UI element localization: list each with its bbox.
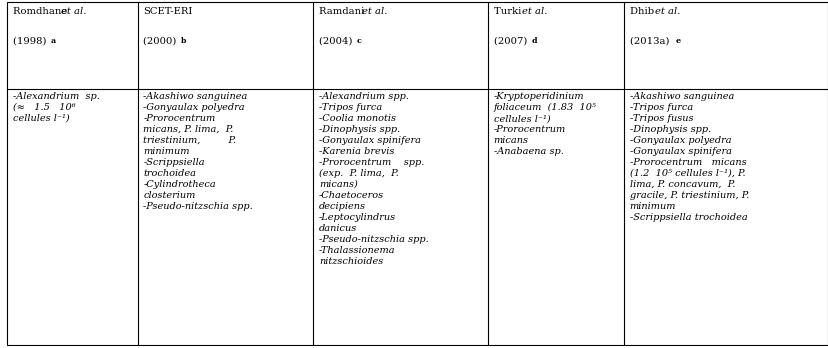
- Text: Turki: Turki: [493, 7, 523, 16]
- Text: e: e: [675, 37, 680, 45]
- Text: et al.: et al.: [521, 7, 546, 16]
- Text: SCET-ERI: SCET-ERI: [143, 7, 193, 16]
- Text: b: b: [181, 37, 186, 45]
- Text: et al.: et al.: [61, 7, 86, 16]
- Text: c: c: [356, 37, 361, 45]
- Text: -Alexandrium  sp.
(≈   1.5   10⁶
cellules l⁻¹): -Alexandrium sp. (≈ 1.5 10⁶ cellules l⁻¹…: [13, 92, 100, 123]
- Text: (2013a): (2013a): [628, 37, 672, 46]
- Text: d: d: [531, 37, 537, 45]
- Text: Romdhane: Romdhane: [13, 7, 70, 16]
- Text: -Alexandrium spp.
-Tripos furca
-Coolia monotis
-Dinophysis spp.
-Gonyaulax spin: -Alexandrium spp. -Tripos furca -Coolia …: [319, 92, 428, 266]
- Text: et al.: et al.: [361, 7, 387, 16]
- Text: (2000): (2000): [143, 37, 180, 46]
- Text: (2007): (2007): [493, 37, 529, 46]
- Text: (1998): (1998): [13, 37, 50, 46]
- Text: -Akashiwo sanguinea
-Tripos furca
-Tripos fusus
-Dinophysis spp.
-Gonyaulax poly: -Akashiwo sanguinea -Tripos furca -Tripo…: [628, 92, 748, 222]
- Text: Ramdani: Ramdani: [319, 7, 367, 16]
- Text: Dhib: Dhib: [628, 7, 656, 16]
- Text: et al.: et al.: [654, 7, 680, 16]
- Text: (2004): (2004): [319, 37, 355, 46]
- Text: -Kryptoperidinium
foliaceum  (1.83  10⁵
cellules l⁻¹)
-Prorocentrum
micans
-Anab: -Kryptoperidinium foliaceum (1.83 10⁵ ce…: [493, 92, 596, 156]
- Text: a: a: [51, 37, 56, 45]
- Text: -Akashiwo sanguinea
-Gonyaulax polyedra
-Prorocentrum
micans, P. lima,  P.
tries: -Akashiwo sanguinea -Gonyaulax polyedra …: [143, 92, 253, 211]
